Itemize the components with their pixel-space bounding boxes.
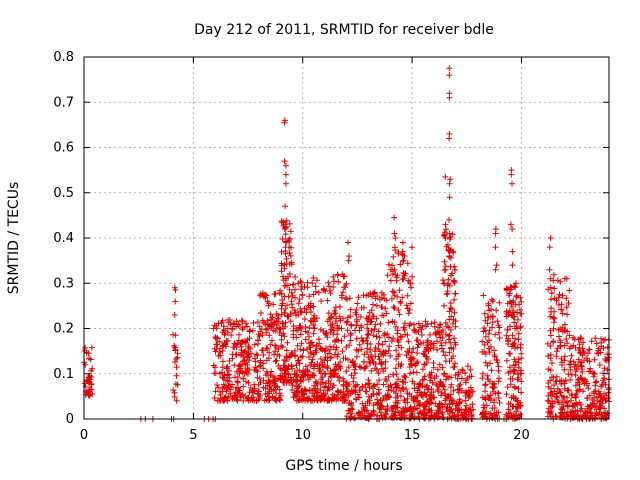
x-tick-label: 5 [189,428,197,443]
y-tick-label: 0.1 [53,367,74,382]
chart-title: Day 212 of 2011, SRMTID for receiver bdl… [194,22,494,38]
x-tick-label: 15 [404,428,421,443]
y-tick-label: 0.6 [53,141,74,156]
axis-ticks: 0 0.1 0.2 0.3 0.4 0.5 0.6 0.7 0.8 0 5 10 15 20 [53,50,609,443]
x-axis-title: GPS time / hours [285,458,402,474]
y-tick-label: 0 [66,412,74,427]
y-tick-label: 0.8 [53,50,74,65]
y-axis-title: SRMTID / TECUs [6,182,22,295]
data-points [81,65,612,422]
y-tick-label: 0.3 [53,276,74,291]
y-tick-label: 0.4 [53,231,74,246]
x-tick-label: 20 [513,428,530,443]
y-tick-label: 0.2 [53,322,74,337]
grid [84,57,609,419]
y-tick-label: 0.5 [53,186,74,201]
y-tick-label: 0.7 [53,95,74,110]
x-tick-label: 10 [294,428,311,443]
srmtid-points [81,65,612,422]
x-tick-label: 0 [80,428,88,443]
